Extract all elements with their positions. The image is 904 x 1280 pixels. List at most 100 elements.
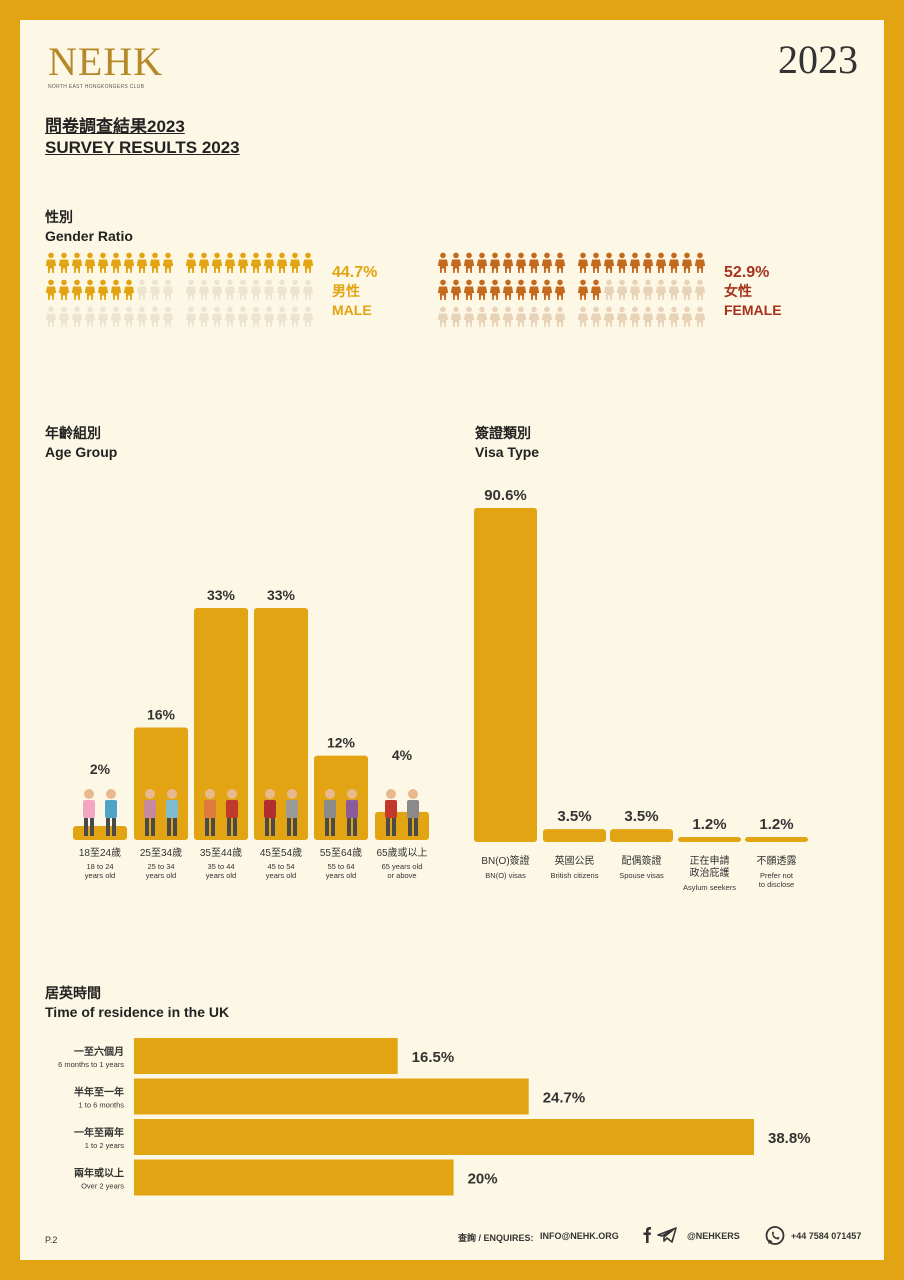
person-icon: [263, 279, 275, 300]
person-icon: [642, 306, 654, 327]
person-icon: [250, 306, 262, 327]
person-icon: [110, 306, 122, 327]
person-icon: [476, 252, 488, 273]
visa-category-sublabel: Asylum seekers: [683, 883, 736, 892]
footer: P.2 查詢 / ENQUIRES: INFO@NEHK.ORG @NEHKER…: [20, 1225, 884, 1247]
residence-bar: [134, 1078, 529, 1115]
age-category-label: 55至64歲: [320, 846, 362, 859]
age-value-label: 2%: [90, 761, 111, 777]
person-icon: [386, 818, 390, 836]
person-icon: [265, 789, 275, 799]
person-icon: [590, 306, 602, 327]
age-value-label: 33%: [267, 587, 296, 603]
person-icon: [84, 818, 88, 836]
person-icon: [205, 789, 215, 799]
age-bar: [134, 727, 188, 840]
person-icon: [211, 252, 223, 273]
person-icon: [681, 306, 693, 327]
visa-value-label: 90.6%: [484, 487, 527, 504]
person-icon: [392, 818, 396, 836]
telegram-icon[interactable]: [657, 1227, 677, 1243]
person-icon: [149, 279, 161, 300]
person-icon: [353, 818, 357, 836]
residence-bar: [134, 1038, 398, 1074]
person-icon: [287, 818, 291, 836]
residence-category-sublabel: 1 to 2 years: [85, 1141, 124, 1150]
person-icon: [668, 279, 680, 300]
person-icon: [302, 252, 314, 273]
person-icon: [541, 279, 553, 300]
person-icon: [541, 306, 553, 327]
person-icon: [668, 252, 680, 273]
person-icon: [489, 279, 501, 300]
visa-value-label: 3.5%: [624, 808, 658, 825]
person-icon: [642, 279, 654, 300]
person-icon: [289, 279, 301, 300]
person-icon: [227, 818, 231, 836]
person-icon: [84, 252, 96, 273]
age-heading: 年齡組別 Age Group: [45, 424, 117, 462]
person-icon: [263, 252, 275, 273]
person-icon: [276, 252, 288, 273]
age-heading-en: Age Group: [45, 444, 118, 460]
visa-value-label: 1.2%: [692, 816, 726, 833]
person-icon: [167, 789, 177, 799]
social-handle[interactable]: @NEHKERS: [687, 1231, 740, 1241]
whatsapp-icon[interactable]: [764, 1225, 786, 1247]
person-icon: [694, 279, 706, 300]
age-category-label: 18至24歲: [79, 846, 121, 859]
residence-bar: [134, 1119, 754, 1155]
person-icon: [463, 306, 475, 327]
person-icon: [346, 800, 358, 818]
logo-subtitle: NORTH EAST HONGKONGERS CLUB: [48, 84, 145, 90]
person-icon: [58, 306, 70, 327]
female-label-zh: 女性: [724, 283, 752, 299]
age-value-label: 4%: [392, 747, 413, 763]
person-icon: [224, 279, 236, 300]
person-icon: [554, 306, 566, 327]
person-icon: [325, 818, 329, 836]
person-icon: [166, 800, 178, 818]
male-label-en: MALE: [332, 302, 372, 318]
person-icon: [265, 818, 269, 836]
residence-category-label: 兩年或以上: [74, 1167, 124, 1180]
person-icon: [211, 279, 223, 300]
gender-heading-zh: 性別: [45, 209, 73, 225]
nehk-logo: NEHK NORTH EAST HONGKONGERS CLUB: [48, 42, 162, 92]
person-icon: [463, 279, 475, 300]
person-icon: [515, 252, 527, 273]
visa-category-sublabel: Spouse visas: [619, 871, 664, 880]
person-icon: [167, 818, 171, 836]
age-group-chart: 2% 18至24歲 18 to 24 years old 16% 25至34歲 25 to …: [73, 587, 429, 880]
age-value-label: 16%: [147, 707, 176, 723]
person-icon: [233, 818, 237, 836]
person-icon: [502, 252, 514, 273]
facebook-icon[interactable]: [643, 1227, 652, 1243]
person-icon: [185, 252, 197, 273]
visa-heading: 簽證類別 Visa Type: [475, 424, 539, 462]
person-icon: [450, 306, 462, 327]
person-icon: [58, 252, 70, 273]
age-category-sublabel: 25 to 34 years old: [146, 862, 176, 880]
visa-category-sublabel: BN(O) visas: [485, 871, 526, 880]
person-icon: [204, 800, 216, 818]
person-icon: [71, 279, 83, 300]
residence-category-sublabel: 6 months to 1 years: [58, 1060, 124, 1069]
person-icon: [83, 800, 95, 818]
person-icon: [577, 252, 589, 273]
person-icon: [642, 252, 654, 273]
person-icon: [463, 252, 475, 273]
person-icon: [528, 279, 540, 300]
residence-bar: [134, 1159, 454, 1196]
email-link[interactable]: INFO@NEHK.ORG: [540, 1231, 619, 1241]
person-icon: [136, 306, 148, 327]
page-title-en: SURVEY RESULTS 2023: [45, 138, 240, 157]
infographic-page: NEHK NORTH EAST HONGKONGERS CLUB 2023 問卷…: [20, 20, 884, 1260]
age-bar: [73, 825, 127, 840]
person-icon: [110, 252, 122, 273]
phone-number[interactable]: +44 7584 071457: [791, 1231, 862, 1241]
person-icon: [347, 818, 351, 836]
visa-bar: [678, 837, 741, 842]
person-icon: [123, 252, 135, 273]
person-icon: [58, 279, 70, 300]
